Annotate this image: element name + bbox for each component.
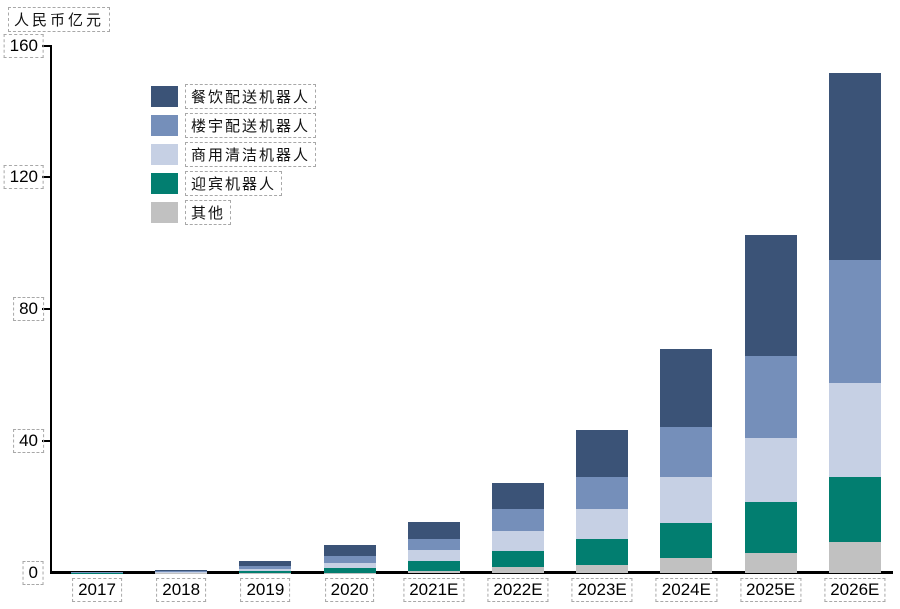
bar-2017 [71,571,123,573]
bar-segment-楼宇配送机器人 [660,426,713,477]
bar-2020 [323,545,376,573]
bar-segment-餐饮配送机器人 [828,73,881,260]
y-tick-label: 120 [3,165,44,190]
bar-segment-餐饮配送机器人 [744,234,797,356]
bar-segment-餐饮配送机器人 [323,545,376,556]
bar-segment-迎宾机器人 [239,571,292,573]
bar-2024E [660,348,713,573]
bar-segment-楼宇配送机器人 [576,477,629,510]
bar-segment-其他 [744,552,797,573]
bar-2018 [155,569,208,573]
y-tick-label: 0 [22,561,44,585]
x-axis-label-2024E: 2024E [655,578,717,602]
bar-segment-商用清洁机器人 [155,571,208,573]
legend-swatch [151,201,178,223]
x-axis [50,571,893,574]
bar-segment-商用清洁机器人 [323,563,376,569]
bar-2026E [828,73,881,573]
x-axis-label-2021E: 2021E [403,578,465,602]
legend-swatch [151,172,178,194]
bar-segment-迎宾机器人 [323,568,376,573]
bar-segment-商用清洁机器人 [576,509,629,540]
y-tick-label: 160 [3,33,44,58]
bar-segment-迎宾机器人 [660,522,713,558]
bar-segment-其他 [576,564,629,573]
bar-segment-楼宇配送机器人 [744,355,797,438]
bar-segment-其他 [492,567,544,573]
x-axis-label-2025E: 2025E [740,578,802,602]
bar-segment-商用清洁机器人 [828,382,881,477]
bar-2019 [239,560,292,573]
x-axis-label-2022E: 2022E [487,578,549,602]
bar-segment-其他 [828,542,881,573]
bar-segment-楼宇配送机器人 [492,509,544,531]
bar-segment-商用清洁机器人 [660,476,713,523]
bar-segment-餐饮配送机器人 [660,348,713,427]
bar-segment-商用清洁机器人 [492,530,544,551]
legend-label: 餐饮配送机器人 [185,83,317,109]
x-axis-label-2023E: 2023E [571,578,633,602]
legend-swatch [151,85,178,107]
bar-segment-商用清洁机器人 [239,569,292,572]
bar-segment-楼宇配送机器人 [323,555,376,564]
bar-2022E [492,482,544,573]
y-axis [50,45,52,573]
bar-segment-楼宇配送机器人 [239,565,292,570]
bar-2025E [744,234,797,573]
bar-segment-餐饮配送机器人 [71,571,123,573]
bar-segment-迎宾机器人 [744,501,797,553]
bar-segment-楼宇配送机器人 [407,539,460,551]
bar-segment-商用清洁机器人 [744,437,797,502]
y-tick-label: 80 [13,297,44,322]
legend-item: 楼宇配送机器人 [151,112,317,138]
y-tick-mark [42,44,51,47]
bar-segment-其他 [660,557,713,573]
y-tick-mark [42,176,51,179]
x-axis-label-2017: 2017 [72,578,122,602]
x-axis-label-2020: 2020 [324,578,375,602]
legend-label: 其他 [185,199,232,225]
bar-2021E [407,521,460,573]
bar-segment-迎宾机器人 [828,476,881,543]
bar-segment-餐饮配送机器人 [492,482,544,510]
legend-item: 商用清洁机器人 [151,141,317,167]
y-tick-mark [42,308,51,311]
x-axis-label-2019: 2019 [240,578,291,602]
bar-segment-餐饮配送机器人 [407,521,460,540]
legend-item: 其他 [151,199,316,225]
legend-label: 楼宇配送机器人 [185,112,317,138]
bar-segment-楼宇配送机器人 [155,570,208,572]
legend: 餐饮配送机器人 楼宇配送机器人 商用清洁机器人 迎宾机器人其他 [151,83,317,230]
legend-label: 迎宾机器人 [185,170,283,196]
legend-label: 商用清洁机器人 [185,141,317,167]
legend-swatch [151,143,178,165]
y-tick-label: 40 [13,429,44,454]
y-axis-unit-label: 人民币亿元 [8,7,111,32]
bar-segment-迎宾机器人 [492,550,544,568]
x-axis-label-2018: 2018 [156,578,207,602]
y-tick-mark [42,440,51,443]
bar-segment-餐饮配送机器人 [155,569,208,571]
bar-segment-楼宇配送机器人 [828,259,881,383]
bar-segment-餐饮配送机器人 [239,560,292,566]
legend-swatch [151,114,178,136]
bar-segment-商用清洁机器人 [407,550,460,561]
legend-item: 餐饮配送机器人 [151,83,317,109]
bar-segment-迎宾机器人 [407,560,460,571]
bar-segment-餐饮配送机器人 [576,429,629,478]
x-axis-label-2026E: 2026E [824,578,886,602]
bar-segment-迎宾机器人 [576,539,629,565]
legend-item: 迎宾机器人 [151,170,316,196]
bar-2023E [576,429,629,573]
bar-segment-其他 [407,570,460,573]
